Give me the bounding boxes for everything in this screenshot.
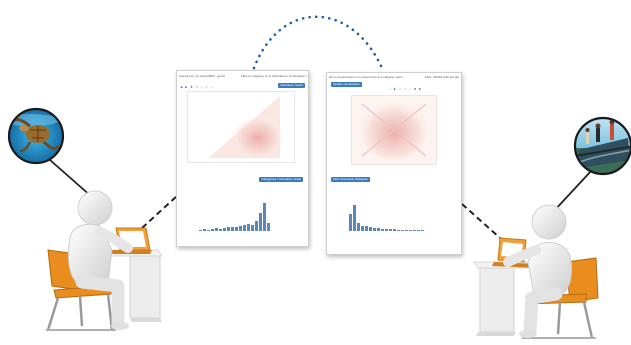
right-heatmap-plot [351, 95, 437, 165]
left-secondary-button[interactable]: Categories / zoomable / scale [259, 177, 303, 182]
icon-connector-right [552, 169, 593, 213]
left-select-label[interactable]: Use key for my order(ABC) : genre [179, 75, 226, 78]
left-primary-button[interactable]: Individual / select [277, 83, 305, 88]
histogram-bar [255, 221, 258, 231]
histogram-bar [211, 229, 214, 231]
histogram-bar [369, 227, 372, 231]
histogram-bar [235, 227, 238, 231]
right-visualization-panel: All co-occurrences in co-occurrence at a… [326, 72, 462, 255]
left-plot-toolbar[interactable]: ◀ ▶ ✚ ☐ ⌕ ⤢ ⌂ [180, 85, 214, 89]
histogram-bar [373, 228, 376, 231]
histogram-bar [267, 223, 270, 231]
dotted-arc [252, 15, 383, 70]
left-heatmap-plot [187, 91, 295, 163]
left-histogram [199, 201, 270, 231]
right-plot-toolbar[interactable]: ⌕ ✚ ☐ ⤢ ⌂ ◀ ▶ [389, 87, 423, 91]
right-secondary-button[interactable]: Filter dimension histogram [331, 177, 371, 182]
histogram-bar [231, 227, 234, 231]
histogram-bar [247, 224, 250, 231]
histogram-bar [251, 225, 254, 231]
histogram-bar [199, 230, 202, 231]
histogram-bar [203, 229, 206, 231]
histogram-bar [393, 229, 396, 231]
right-select-label[interactable]: All co-occurrences in co-occurrence at a… [329, 76, 403, 79]
histogram-bar [259, 213, 262, 231]
dashed-connector-left [141, 194, 179, 229]
histogram-bar [207, 230, 210, 231]
histogram-bar [223, 228, 226, 231]
fishermen-photo-icon [573, 116, 631, 176]
histogram-bar [377, 228, 380, 231]
right-primary-button[interactable]: Update visualization [331, 82, 362, 87]
left-visualization-panel: Use key for my order(ABC) : genre Filter… [176, 70, 309, 247]
right-person-at-desk [473, 204, 599, 339]
histogram-bar [239, 226, 242, 231]
icon-connector-left [49, 159, 93, 198]
left-person-at-desk [46, 190, 163, 331]
histogram-bar [385, 229, 388, 231]
right-filter-label: Filter: 2D/3D (with the pair data) [425, 76, 459, 79]
histogram-bar [381, 229, 384, 231]
histogram-bar [243, 225, 246, 231]
histogram-bar [353, 205, 356, 231]
turtle-photo-icon [7, 107, 65, 165]
histogram-bar [365, 226, 368, 231]
histogram-bar [215, 228, 218, 231]
histogram-bar [421, 230, 424, 231]
histogram-bar [357, 223, 360, 231]
histogram-bar [361, 226, 364, 231]
histogram-bar [389, 229, 392, 231]
histogram-bar [413, 230, 416, 231]
histogram-bar [397, 230, 400, 231]
right-histogram [349, 201, 424, 231]
histogram-bar [409, 230, 412, 231]
left-filter-label: Filter by category is on individual or c… [241, 75, 307, 78]
histogram-bar [263, 203, 266, 231]
dashed-connector-right [461, 203, 501, 239]
histogram-bar [401, 230, 404, 231]
histogram-bar [417, 230, 420, 231]
histogram-bar [219, 229, 222, 231]
histogram-bar [405, 230, 408, 231]
histogram-bar [349, 214, 352, 231]
histogram-bar [227, 227, 230, 231]
